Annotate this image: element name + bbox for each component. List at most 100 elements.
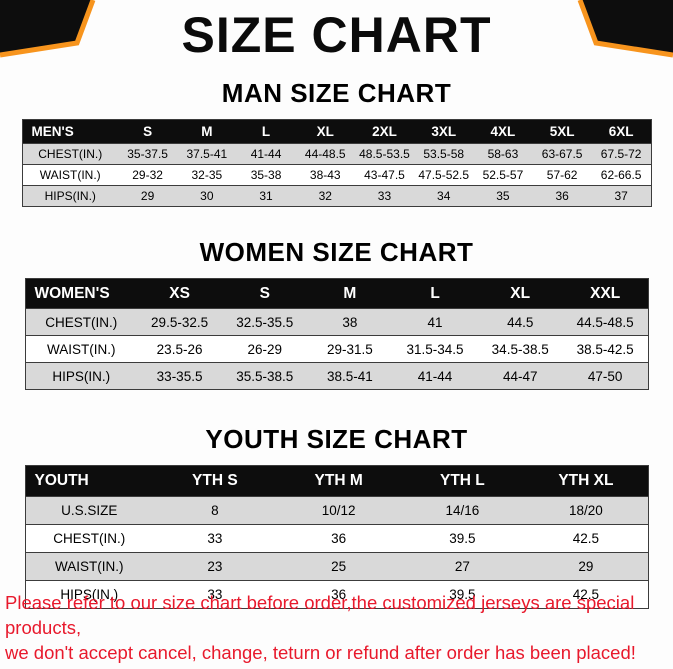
size-value-cell: 67.5-72 — [600, 147, 642, 161]
size-value-cell: 33 — [207, 531, 223, 546]
header-row: YOUTH YTH S YTH M YTH L YTH XL — [25, 465, 648, 497]
size-value-cell: 38.5-41 — [326, 368, 373, 384]
column-header: 6XL — [608, 124, 634, 139]
size-value-cell: 38.5-42.5 — [576, 341, 634, 357]
size-value-cell: 26-29 — [247, 341, 282, 357]
size-value-cell: 58-63 — [487, 147, 519, 161]
row-label: HIPS(IN.) — [52, 368, 111, 384]
size-value-cell: 42.5 — [572, 531, 600, 546]
youth-size-section: YOUTH SIZE CHART YOUTH YTH S YTH M YTH L YTH … — [0, 424, 673, 609]
size-value-cell: 47-50 — [587, 368, 623, 384]
size-value-cell: 32 — [318, 189, 332, 203]
size-value-cell: 25 — [331, 559, 347, 574]
size-value-cell: 8 — [211, 503, 219, 518]
size-value-cell: 32.5-35.5 — [236, 314, 294, 330]
size-value-cell: 39.5 — [449, 587, 476, 602]
row-label: CHEST(IN.) — [38, 147, 103, 161]
size-value-cell: 63-67.5 — [541, 147, 583, 161]
table-row: CHEST(IN.) 29.5-32.5 32.5-35.5 38 41 44.5 44.5… — [25, 308, 648, 336]
size-value-cell: 57-62 — [546, 168, 578, 182]
size-value-cell: 52.5-57 — [482, 168, 524, 182]
column-header: S — [143, 124, 153, 139]
column-header: M — [201, 124, 213, 139]
row-label: HIPS(IN.) — [44, 189, 96, 203]
women-section-heading: WOMEN SIZE CHART — [199, 237, 474, 267]
column-header: L — [261, 124, 271, 139]
size-value-cell: 29-32 — [132, 168, 163, 182]
size-value-cell: 41-44 — [250, 147, 282, 161]
row-label: CHEST(IN.) — [45, 314, 118, 330]
size-value-cell: 41 — [427, 314, 443, 330]
size-value-cell: 48.5-53.5 — [359, 147, 410, 161]
size-value-cell: 35.5-38.5 — [236, 368, 294, 384]
size-value-cell: 14/16 — [445, 503, 480, 518]
size-value-cell: 18/20 — [568, 503, 603, 518]
size-value-cell: 23.5-26 — [156, 341, 203, 357]
footer-line-2: we don't accept cancel, change, teturn o… — [5, 642, 636, 664]
row-label: HIPS(IN.) — [60, 587, 119, 602]
table-row: HIPS(IN.) 33-35.5 35.5-38.5 38.5-41 41-44 44-… — [25, 362, 648, 390]
row-label: U.S.SIZE — [61, 503, 118, 518]
header-row: MEN'S S M L XL 2XL 3XL 4XL 5XL 6XL — [22, 119, 651, 144]
corner-decoration-top-left — [0, 0, 97, 60]
footer-line-1: Please refer to our size chart before or… — [5, 592, 635, 639]
column-header: YTH XL — [558, 472, 614, 489]
table-row: WAIST(IN.) 23 25 27 29 — [25, 552, 648, 581]
size-value-cell: 35-38 — [250, 168, 282, 182]
size-value-cell: 39.5 — [449, 531, 476, 546]
corner-shape-top-left — [0, 0, 96, 58]
column-header: S — [259, 284, 270, 302]
column-header: YTH S — [192, 472, 238, 489]
row-label: WAIST(IN.) — [55, 559, 124, 574]
size-value-cell: 44-48.5 — [304, 147, 346, 161]
table-row: CHEST(IN.) 35-37.5 37.5-41 41-44 44-48.5 48.5… — [22, 143, 651, 165]
column-header: L — [430, 284, 440, 302]
size-value-cell: 36 — [331, 531, 347, 546]
size-value-cell: 23 — [207, 559, 223, 574]
size-value-cell: 38-43 — [309, 168, 341, 182]
size-value-cell: 41-44 — [417, 368, 453, 384]
size-value-cell: 33-35.5 — [156, 368, 203, 384]
size-value-cell: 43-47.5 — [364, 168, 405, 182]
table-title-cell: YOUTH — [34, 472, 89, 489]
size-value-cell: 44.5-48.5 — [576, 314, 634, 330]
table-row: WAIST(IN.) 29-32 32-35 35-38 38-43 43-47.5 47.… — [22, 164, 651, 186]
size-value-cell: 38 — [342, 314, 358, 330]
column-header: 3XL — [431, 124, 457, 139]
size-value-cell: 35-37.5 — [127, 147, 168, 161]
column-header: XL — [510, 284, 531, 302]
header-row: WOMEN'S XS S M L XL XXL — [25, 278, 648, 309]
women-size-section: WOMEN SIZE CHART WOMEN'S XS S M L XL XXL CHEST(I… — [0, 237, 673, 390]
size-value-cell: 35 — [496, 189, 510, 203]
size-value-cell: 31 — [259, 189, 273, 203]
table-row: HIPS(IN.) 33 36 39.5 42.5 — [25, 580, 648, 609]
column-header: 5XL — [549, 124, 575, 139]
men-section-heading: MAN SIZE CHART — [221, 78, 452, 108]
size-value-cell: 34 — [437, 189, 451, 203]
column-header: M — [343, 284, 357, 302]
row-label: WAIST(IN.) — [39, 168, 101, 182]
page-title: SIZE CHART — [181, 7, 492, 63]
size-value-cell: 44.5 — [507, 314, 534, 330]
size-value-cell: 37.5-41 — [186, 147, 228, 161]
size-value-cell: 29.5-32.5 — [151, 314, 209, 330]
size-value-cell: 62-66.5 — [600, 168, 642, 182]
row-label: CHEST(IN.) — [53, 531, 126, 546]
size-value-cell: 33 — [377, 189, 392, 203]
size-value-cell: 42.5 — [572, 587, 600, 602]
corner-decoration-top-right — [576, 0, 673, 60]
size-value-cell: 29 — [140, 189, 155, 203]
men-size-section: MAN SIZE CHART MEN'S S M L XL 2XL 3XL 4XL 5XL 6XL C… — [0, 78, 673, 207]
size-value-cell: 53.5-58 — [423, 147, 465, 161]
size-value-cell: 27 — [454, 559, 470, 574]
column-header: XL — [316, 124, 334, 139]
size-value-cell: 32-35 — [191, 168, 223, 182]
size-value-cell: 29-31.5 — [326, 341, 373, 357]
size-value-cell: 37 — [614, 189, 628, 203]
size-value-cell: 10/12 — [321, 503, 356, 518]
women-size-table: WOMEN'S XS S M L XL XXL CHEST(IN.) 29.5-32.5 32.5… — [24, 278, 649, 390]
table-title-cell: WOMEN'S — [34, 284, 110, 302]
size-value-cell: 29 — [578, 559, 594, 574]
column-header: YTH M — [314, 472, 363, 489]
